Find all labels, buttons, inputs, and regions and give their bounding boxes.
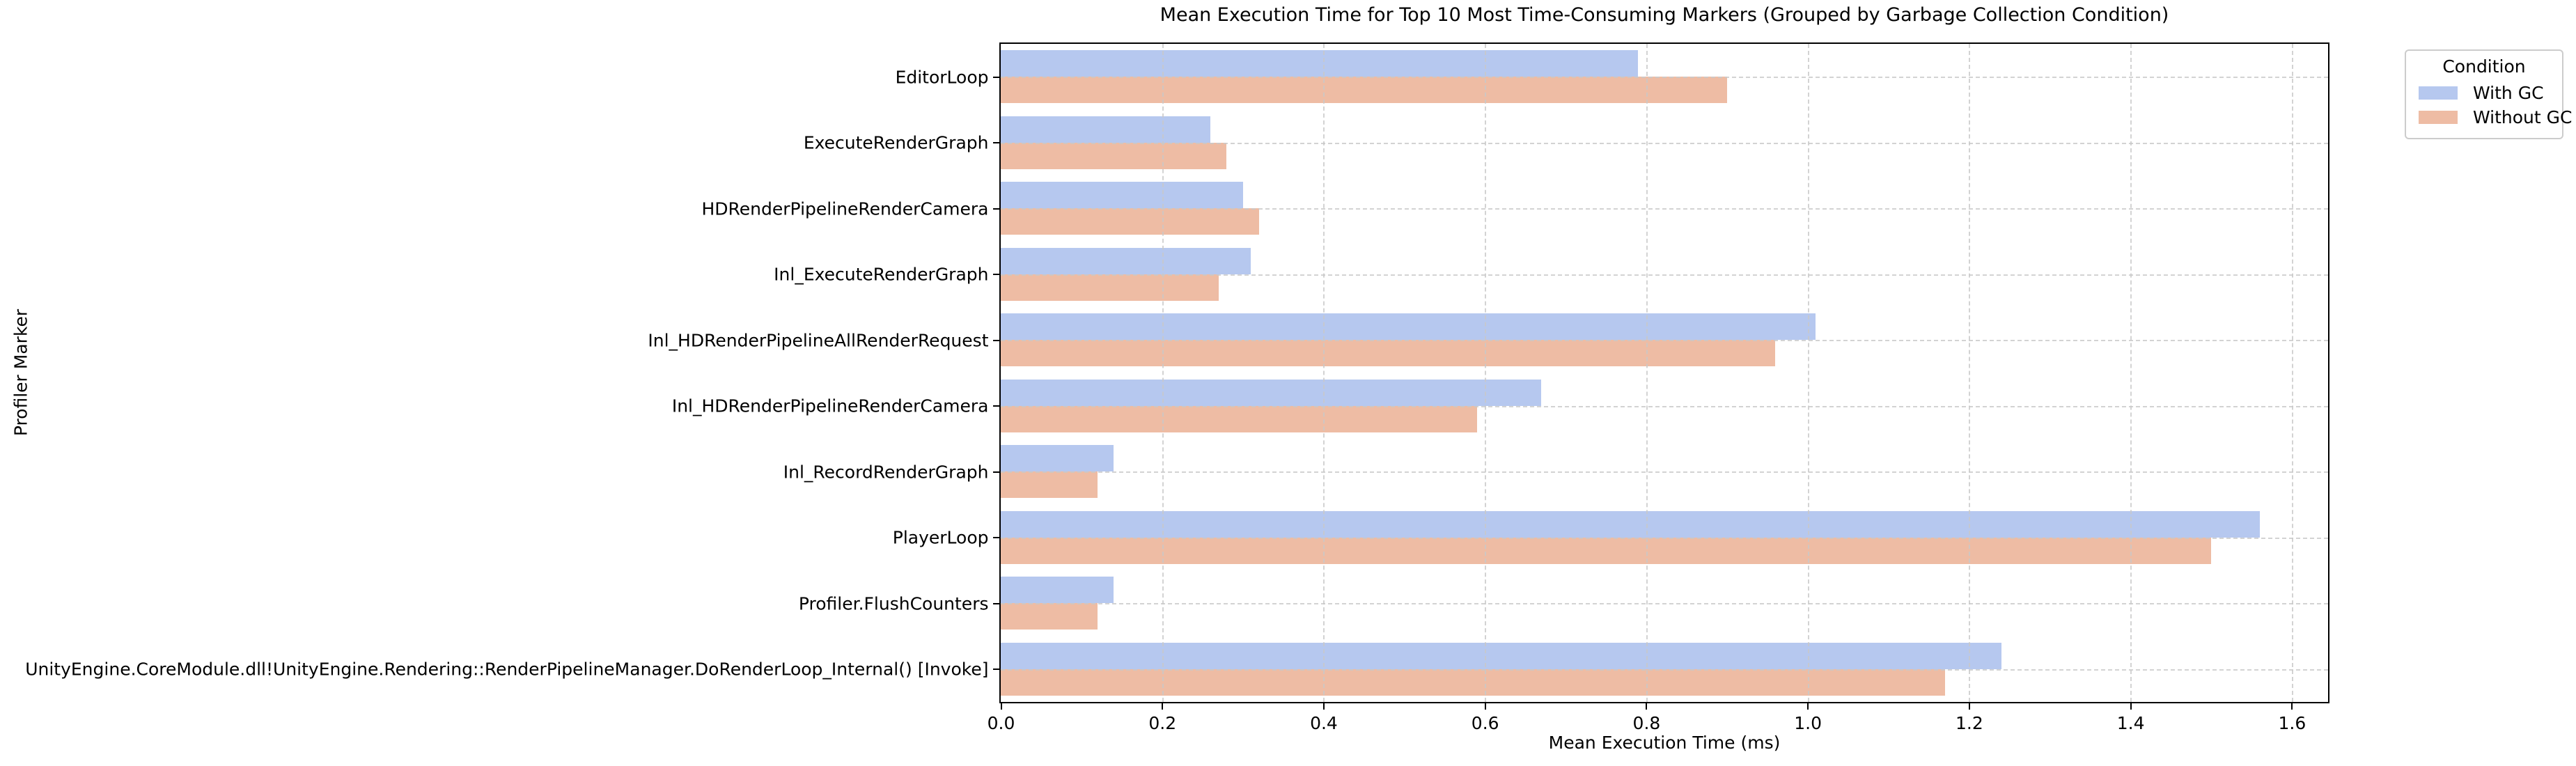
x-tick-mark: [1484, 702, 1486, 710]
bar-with-gc: [1001, 50, 1639, 77]
y-gridline: [1001, 77, 2328, 79]
y-tick-label: UnityEngine.CoreModule.dll!UnityEngine.R…: [25, 659, 989, 680]
x-gridline: [1485, 44, 1487, 702]
x-tick-mark: [1807, 702, 1809, 710]
x-tick-label: 1.6: [2278, 712, 2306, 733]
bar-with-gc: [1001, 510, 2260, 538]
legend-item-with-gc: With GC: [2414, 81, 2554, 105]
x-axis-label: Mean Execution Time (ms): [1548, 733, 1781, 753]
x-tick-label: 0.6: [1471, 712, 1499, 733]
y-tick-mark: [992, 471, 1000, 473]
y-tick-label: Inl_HDRenderPipelineAllRenderRequest: [648, 330, 989, 351]
bar-with-gc: [1001, 577, 1114, 604]
y-gridline: [1001, 405, 2328, 407]
y-tick-mark: [992, 669, 1000, 671]
bar-without-gc: [1001, 669, 1945, 696]
y-gridline: [1001, 208, 2328, 210]
y-tick-mark: [992, 602, 1000, 604]
x-tick-label: 1.4: [2116, 712, 2145, 733]
y-tick-label: HDRenderPipelineRenderCamera: [701, 198, 989, 219]
x-tick-label: 1.2: [1956, 712, 1983, 733]
legend-item-without-gc: Without GC: [2414, 105, 2572, 130]
legend-item-label: With GC: [2473, 83, 2544, 103]
x-tick-label: 0.4: [1310, 712, 1338, 733]
y-tick-label: EditorLoop: [895, 67, 989, 88]
legend-item-label: Without GC: [2473, 107, 2573, 127]
y-tick-label: Profiler.FlushCounters: [798, 593, 989, 614]
x-gridline: [1162, 44, 1164, 702]
x-gridline: [1646, 44, 1648, 702]
x-tick-mark: [1968, 702, 1970, 710]
legend-swatch-with-gc: [2419, 86, 2458, 100]
x-tick-mark: [2291, 702, 2293, 710]
y-tick-mark: [992, 537, 1000, 539]
y-tick-label: Inl_RecordRenderGraph: [783, 462, 989, 483]
bar-without-gc: [1001, 274, 1219, 301]
bar-with-gc: [1001, 642, 2001, 669]
y-gridline: [1001, 669, 2328, 671]
bar-without-gc: [1001, 471, 1098, 499]
bar-with-gc: [1001, 247, 1251, 274]
x-tick-mark: [2130, 702, 2132, 710]
y-tick-mark: [992, 274, 1000, 276]
y-gridline: [1001, 471, 2328, 474]
y-axis-label: Profiler Marker: [10, 308, 31, 437]
x-tick-mark: [1322, 702, 1325, 710]
x-tick-label: 0.0: [987, 712, 1015, 733]
y-gridline: [1001, 274, 2328, 276]
legend-swatch-without-gc: [2419, 111, 2458, 124]
bar-with-gc: [1001, 313, 1816, 341]
x-gridline: [1969, 44, 1971, 702]
y-tick-mark: [992, 339, 1000, 341]
y-tick-label: ExecuteRenderGraph: [803, 132, 989, 153]
x-tick-label: 0.2: [1148, 712, 1177, 733]
bar-with-gc: [1001, 445, 1114, 472]
bar-without-gc: [1001, 208, 1259, 235]
plot-area: [999, 42, 2329, 703]
y-tick-label: Inl_HDRenderPipelineRenderCamera: [671, 396, 989, 416]
legend-items: With GC Without GC: [2414, 81, 2572, 130]
legend: Condition With GC Without GC: [2405, 49, 2572, 139]
x-tick-label: 0.8: [1632, 712, 1661, 733]
bar-without-gc: [1001, 142, 1227, 169]
bar-with-gc: [1001, 379, 1542, 406]
bar-without-gc: [1001, 340, 1776, 367]
x-tick-mark: [1646, 702, 1648, 710]
x-tick-mark: [1162, 702, 1164, 710]
chart-title: Mean Execution Time for Top 10 Most Time…: [1160, 4, 2169, 26]
y-tick-mark: [992, 208, 1000, 210]
y-gridline: [1001, 537, 2328, 539]
x-gridline: [1807, 44, 1809, 702]
y-gridline: [1001, 603, 2328, 605]
x-tick-label: 1.0: [1794, 712, 1822, 733]
y-gridline: [1001, 340, 2328, 342]
bar-with-gc: [1001, 182, 1243, 209]
bar-without-gc: [1001, 77, 1727, 104]
y-tick-label: PlayerLoop: [892, 527, 989, 548]
y-tick-mark: [992, 142, 1000, 144]
y-tick-mark: [992, 76, 1000, 78]
y-tick-label: Inl_ExecuteRenderGraph: [774, 264, 989, 285]
bar-without-gc: [1001, 603, 1098, 630]
bar-with-gc: [1001, 116, 1211, 143]
legend-title: Condition: [2442, 56, 2526, 77]
bar-without-gc: [1001, 537, 2211, 564]
x-gridline: [2291, 44, 2293, 702]
x-gridline: [1323, 44, 1325, 702]
y-tick-mark: [992, 405, 1000, 407]
y-gridline: [1001, 142, 2328, 144]
bar-without-gc: [1001, 405, 1477, 432]
x-gridline: [2130, 44, 2132, 702]
x-tick-mark: [1000, 702, 1002, 710]
